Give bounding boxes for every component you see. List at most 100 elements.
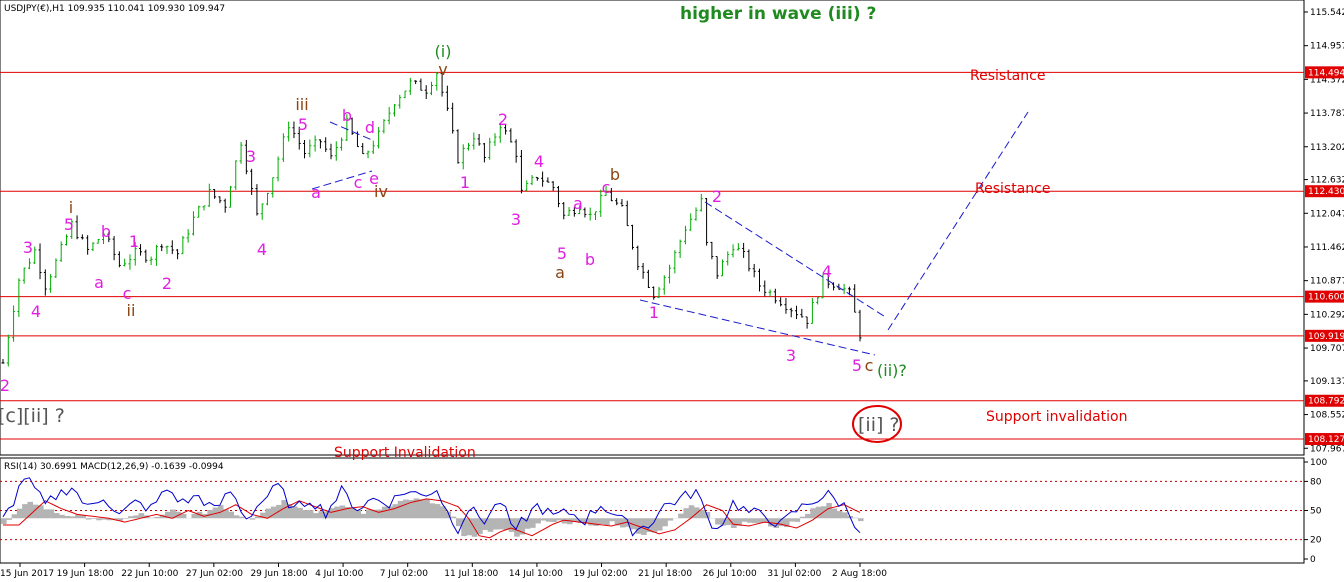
support-invalidation-label: Support invalidation [986,409,1127,425]
macd-bar [598,518,605,525]
macd-bar [545,518,552,522]
price-tick-label: 109.137 [1310,377,1344,387]
wave-label: i [69,198,73,217]
macd-bar [699,510,705,519]
time-tick-label: 15 Jun 2017 [0,569,54,579]
macd-bar [323,511,330,519]
macd-bar [789,518,795,522]
price-chart [0,71,1304,440]
macd-bar [397,500,404,519]
macd-bar [350,508,356,519]
macd-bar [836,511,843,519]
wave-label: 1 [460,173,470,192]
macd-bar [260,512,266,519]
price-tick-label: 115.542 [1310,8,1344,18]
level-tag [1305,290,1344,303]
macd-bar [556,518,563,521]
macd-bar [815,506,822,519]
macd-bar [609,518,615,522]
wave-label: iv [374,182,388,201]
macd-bar [408,500,414,519]
macd-bar [498,518,504,530]
price-tick-label: 110.877 [1310,277,1344,287]
ind-tick-label: 100 [1310,458,1327,468]
macd-bar [159,514,166,519]
macd-bar [593,518,600,526]
macd-bar [53,513,60,519]
macd-bar [154,517,161,519]
wave-label: 5 [852,356,862,375]
price-tick-label: 112.632 [1310,176,1344,186]
macd-bar [805,513,811,519]
macd-bar [413,498,420,519]
macd-bar [688,505,695,519]
macd-bar [858,518,864,522]
level-tag-label: 110.600 [1308,293,1344,303]
wave-label: a [555,263,565,282]
wave-label: 3 [786,346,796,365]
macd-bar [281,500,287,519]
macd-bar [381,506,388,519]
wave-label: 5 [64,215,74,234]
macd-bar [794,518,801,522]
macd-bar [842,512,848,519]
ind-tick-label: 50 [1310,507,1322,517]
macd-bar [403,499,409,519]
macd-bar [582,518,589,524]
time-tick-label: 27 Jun 02:00 [186,569,243,579]
macd-bar [810,508,816,519]
ind-tick-label: 80 [1310,477,1322,487]
wave-label: b [101,222,111,241]
right-wave-label: [ii] ? [858,414,900,436]
price-tick-label: 109.707 [1310,344,1344,354]
macd-bar [604,518,610,526]
macd-bar [11,514,18,519]
wave-label: 5 [557,244,567,263]
wave-label: a [311,183,321,202]
macd-bar [535,518,541,524]
macd-bar [355,509,362,519]
wave-label: c [602,178,611,197]
time-tick-label: 22 Jun 10:00 [121,569,178,579]
macd-bar [799,516,806,519]
macd-bar [318,511,325,519]
macd-bar [27,501,34,519]
macd-bar [101,518,108,520]
left-wave-label: [c][ii] ? [0,405,65,427]
price-tick-label: 110.292 [1310,310,1344,320]
time-axis: 15 Jun 2017 19 Jun 18:00 22 Jun 10:00 27 Ju… [0,563,887,579]
macd-bar [461,518,467,537]
macd-bar [731,518,737,528]
wave-label: 3 [23,238,33,257]
macd-bar [16,508,23,519]
macd-bar [741,518,748,522]
trend-line [329,121,373,141]
macd-bar [96,518,102,521]
macd-bar [339,505,346,519]
wave-label: b [610,165,620,184]
macd-bar [297,507,303,519]
macd-bar [530,518,536,528]
wave-label: a [573,194,583,213]
indicator-chart [0,477,1304,541]
time-tick-label: 14 Jul 10:00 [509,569,563,579]
macd-bar [313,513,319,519]
macd-bar [22,504,28,519]
price-tick-label: 114.372 [1310,75,1344,85]
macd-bar [540,518,547,521]
macd-bar [424,499,430,519]
wave-label: 2 [712,187,722,206]
resistance-label-2: Resistance [975,181,1050,197]
macd-bar [662,518,668,527]
trend-line [887,111,1029,331]
level-tag-label: 108.127 [1308,435,1344,445]
macd-bar [191,513,198,519]
macd-bar [127,516,134,519]
macd-bar [122,518,129,519]
trend-line [311,170,373,190]
level-tag [1305,433,1344,446]
wave-ii-question: (ii)? [877,361,907,380]
ind-tick-label: 0 [1310,555,1316,565]
resistance-label-1: Resistance [970,68,1045,84]
